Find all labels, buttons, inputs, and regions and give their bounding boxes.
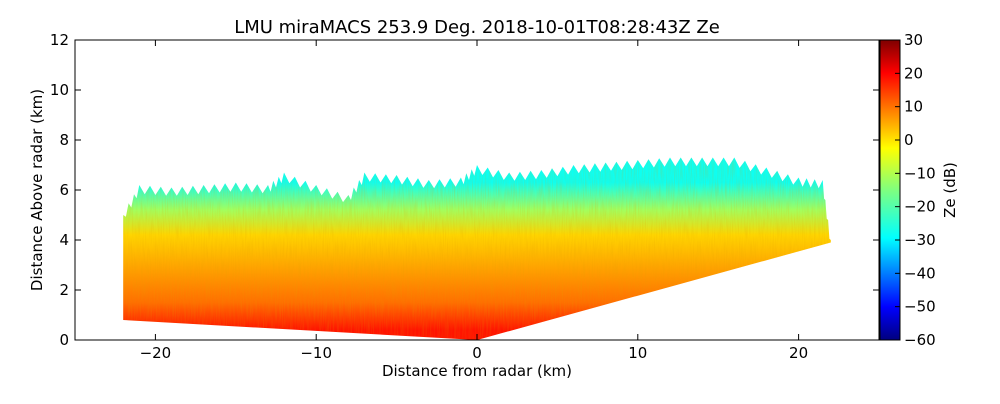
x-tick-label: 20 bbox=[789, 344, 808, 362]
colorbar-tick-label: −60 bbox=[904, 331, 936, 349]
colorbar-tick-label: −20 bbox=[904, 198, 936, 216]
y-tick-label: 12 bbox=[50, 31, 69, 49]
colorbar-ticks: 30 20 10 0 −10 −20 −30 −40 −50 −60 bbox=[895, 31, 936, 349]
colorbar-tick-label: −40 bbox=[904, 264, 936, 282]
x-axis: −20 −10 0 10 20 bbox=[140, 40, 808, 362]
plot-area bbox=[123, 157, 831, 340]
y-axis: 0 2 4 6 8 10 12 bbox=[50, 31, 879, 349]
colorbar-tick-label: −50 bbox=[904, 298, 936, 316]
x-axis-label: Distance from radar (km) bbox=[382, 362, 572, 380]
colorbar-tick-label: −10 bbox=[904, 164, 936, 182]
y-tick-label: 4 bbox=[59, 231, 69, 249]
colorbar-tick-label: 10 bbox=[904, 98, 923, 116]
colorbar-tick-label: 20 bbox=[904, 64, 923, 82]
colorbar-tick-label: 0 bbox=[904, 131, 914, 149]
colorbar-tick-label: 30 bbox=[904, 31, 923, 49]
echo-texture bbox=[123, 157, 831, 340]
y-tick-label: 0 bbox=[59, 331, 69, 349]
x-tick-label: −10 bbox=[300, 344, 332, 362]
y-tick-label: 6 bbox=[59, 181, 69, 199]
x-tick-label: 10 bbox=[628, 344, 647, 362]
y-axis-label: Distance Above radar (km) bbox=[28, 89, 46, 291]
colorbar-tick-label: −30 bbox=[904, 231, 936, 249]
y-tick-label: 8 bbox=[59, 131, 69, 149]
y-tick-label: 2 bbox=[59, 281, 69, 299]
x-tick-label: −20 bbox=[140, 344, 172, 362]
x-tick-label: 0 bbox=[472, 344, 482, 362]
colorbar-label: Ze (dB) bbox=[941, 162, 959, 218]
colorbar bbox=[879, 39, 901, 341]
y-tick-label: 10 bbox=[50, 81, 69, 99]
chart-title: LMU miraMACS 253.9 Deg. 2018-10-01T08:28… bbox=[234, 17, 720, 38]
